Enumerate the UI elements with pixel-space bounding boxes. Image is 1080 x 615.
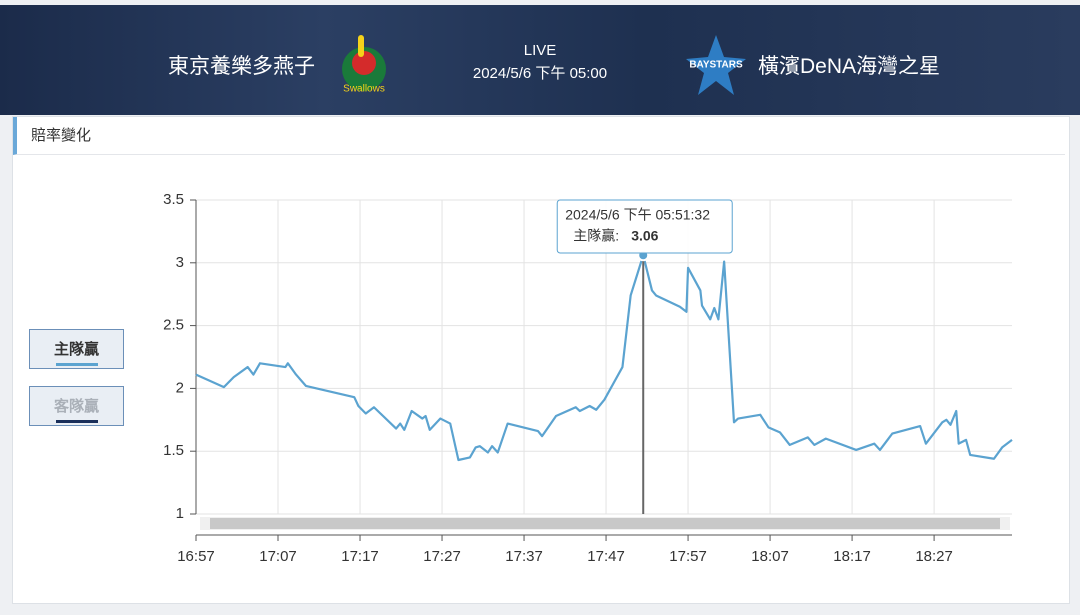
legend-button[interactable]: 客隊贏: [29, 386, 124, 426]
y-tick-label: 3.5: [163, 191, 184, 208]
x-tick-label: 17:17: [341, 548, 379, 565]
y-tick-label: 3: [176, 254, 184, 271]
svg-text:BAYSTARS: BAYSTARS: [689, 60, 743, 71]
away-team: 橫濱DeNA海灣之星: [758, 55, 941, 78]
y-tick-label: 1.5: [163, 442, 184, 459]
series-line: [195, 254, 1013, 462]
x-tick-label: 18:27: [915, 548, 953, 565]
home-logo: Swallows: [342, 35, 386, 95]
tooltip-value: 3.06: [631, 228, 658, 244]
x-tick-label: 18:17: [833, 548, 871, 565]
x-tick-label: 17:47: [587, 548, 625, 565]
x-tick-label: 17:27: [423, 548, 461, 565]
home-team: 東京養樂多燕子: [168, 55, 315, 78]
y-tick-label: 2: [176, 379, 184, 396]
legend-swatch: [55, 420, 98, 423]
legend-swatch: [55, 363, 98, 366]
y-tick-label: 2.5: [163, 317, 184, 334]
tooltip-label: 主隊贏:: [573, 228, 619, 244]
x-tick-label: 16:57: [177, 548, 215, 565]
x-tick-label: 18:07: [751, 548, 789, 565]
svg-text:Swallows: Swallows: [343, 84, 385, 95]
tooltip-title: 2024/5/6 下午 05:51:32: [565, 207, 710, 223]
x-tick-label: 17:37: [505, 548, 543, 565]
legend-label: 主隊贏: [53, 341, 99, 358]
legend-button[interactable]: 主隊贏: [29, 329, 124, 369]
legend-label: 客隊贏: [53, 398, 99, 415]
tooltip: 2024/5/6 下午 05:51:32 主隊贏: 3.06: [556, 199, 733, 254]
tooltip-box: [556, 199, 733, 254]
away-logo: BAYSTARS: [686, 35, 746, 95]
match-datetime: 2024/5/6 下午 05:00: [472, 65, 608, 82]
section-title: 賠率變化: [13, 117, 1065, 155]
match-header: 東京養樂多燕子 Swallows LIVE 2024/5/6 下午 05:00 …: [0, 5, 1080, 115]
y-tick-label: 1: [176, 505, 184, 522]
scrollbar-thumb: [210, 518, 1000, 529]
match-status: LIVE: [523, 42, 557, 59]
x-tick-label: 17:57: [669, 548, 707, 565]
x-tick-label: 17:07: [259, 548, 297, 565]
